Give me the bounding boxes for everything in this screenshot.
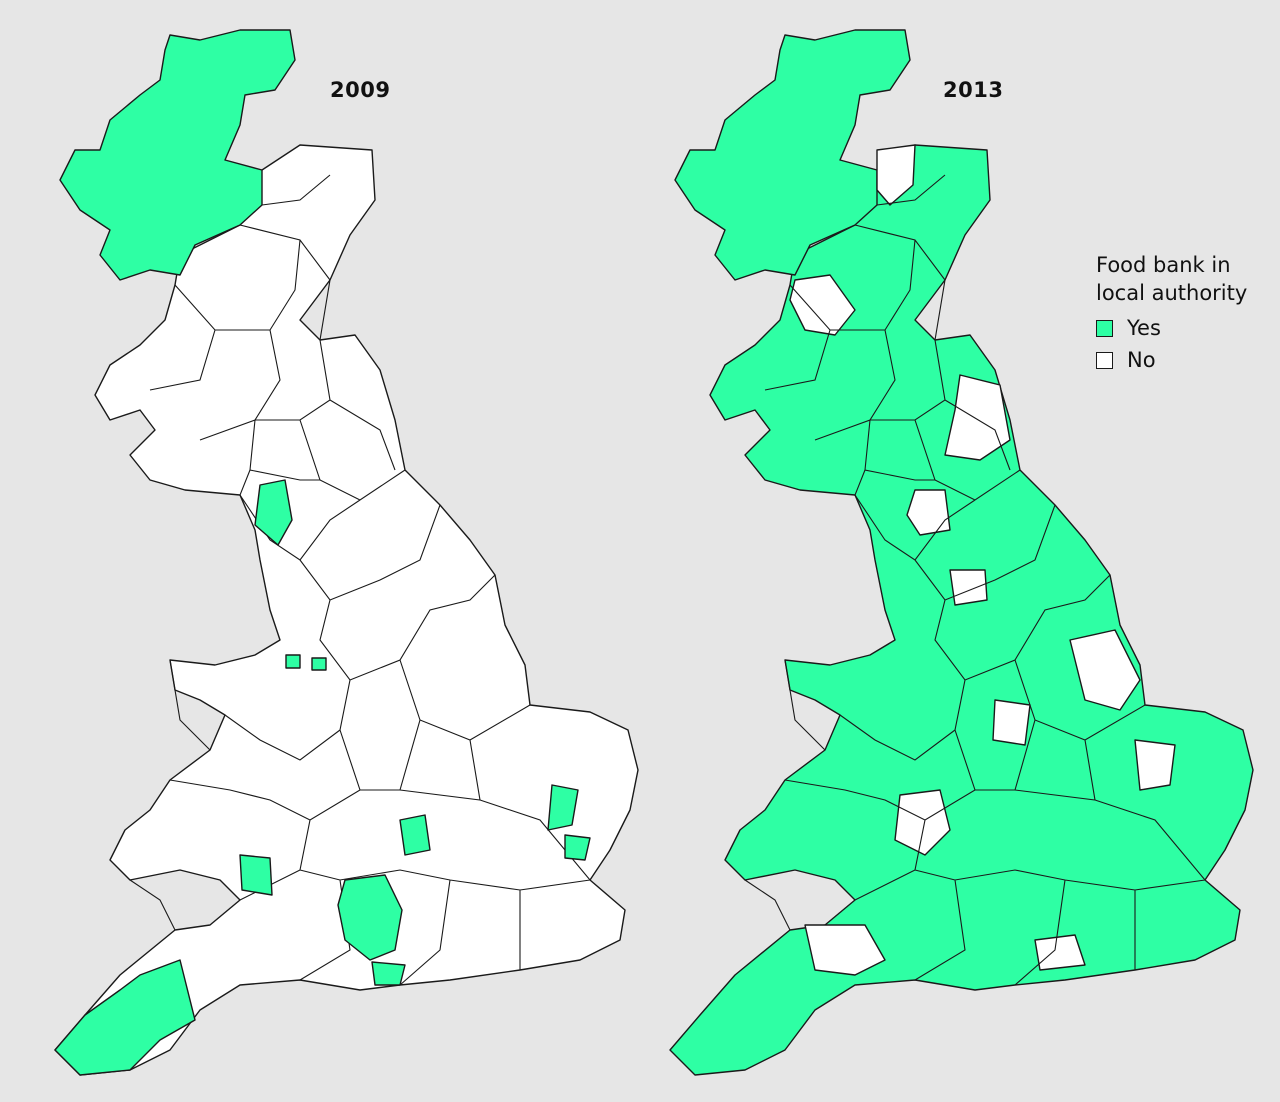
area-no-northeast — [944, 374, 1011, 461]
legend-swatch-no — [1096, 351, 1113, 369]
highlands-region — [674, 29, 911, 281]
area-no-lincs — [1069, 629, 1141, 711]
map-2013-svg — [669, 29, 1254, 1076]
area-no-east — [1134, 739, 1176, 791]
area-no-south — [1034, 934, 1086, 971]
area-no-north — [876, 144, 916, 206]
area-midlands — [399, 814, 431, 856]
year-label-2009: 2009 — [330, 78, 391, 102]
area-no-midlands — [992, 699, 1031, 746]
legend-item-yes: Yes — [1096, 315, 1247, 341]
map-legend: Food bank in local authority Yes No — [1096, 251, 1247, 373]
area-no-glasgow — [789, 274, 856, 336]
year-label-2013: 2013 — [943, 78, 1004, 102]
area-cornwall — [54, 959, 196, 1076]
legend-title-line1: Food bank in — [1096, 253, 1231, 277]
legend-swatch-yes — [1096, 319, 1113, 337]
map-2013: 2013 — [615, 0, 1280, 1102]
map-2009: 2009 — [54, 29, 639, 1076]
area-liverpool — [285, 654, 301, 669]
area-wiltshire — [337, 874, 403, 961]
area-essex — [564, 834, 591, 861]
area-no-wales-mid — [894, 789, 951, 856]
area-wales-south — [239, 854, 273, 896]
area-no-devon — [804, 924, 886, 976]
legend-item-no: No — [1096, 347, 1247, 373]
area-no-lancs — [949, 569, 988, 606]
area-south-coast — [371, 961, 406, 986]
area-cumbria — [254, 479, 293, 546]
area-manchester — [311, 657, 327, 671]
legend-label-yes: Yes — [1127, 316, 1161, 340]
area-east — [547, 784, 579, 831]
legend-title-line2: local authority — [1096, 281, 1248, 305]
legend-label-no: No — [1127, 348, 1156, 372]
map-2009-svg — [54, 29, 639, 1076]
highlands-region — [59, 29, 296, 281]
